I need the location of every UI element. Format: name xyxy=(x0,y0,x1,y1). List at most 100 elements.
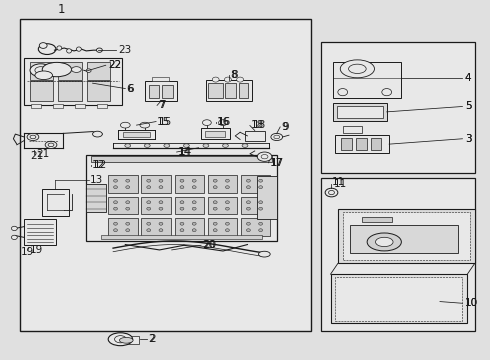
Bar xyxy=(86,155,277,241)
Ellipse shape xyxy=(242,144,248,147)
Ellipse shape xyxy=(225,207,229,210)
Ellipse shape xyxy=(114,179,118,182)
Bar xyxy=(239,83,248,98)
Bar xyxy=(58,62,82,80)
Ellipse shape xyxy=(147,201,151,204)
Text: 16: 16 xyxy=(218,117,231,127)
Ellipse shape xyxy=(114,222,118,225)
Bar xyxy=(362,216,392,222)
Ellipse shape xyxy=(159,207,163,210)
Ellipse shape xyxy=(329,190,334,195)
Ellipse shape xyxy=(213,201,217,204)
Bar xyxy=(152,77,169,81)
Ellipse shape xyxy=(147,179,151,182)
Ellipse shape xyxy=(246,207,250,210)
Ellipse shape xyxy=(159,201,163,204)
Ellipse shape xyxy=(202,120,211,126)
Text: 7: 7 xyxy=(159,100,166,111)
Ellipse shape xyxy=(213,179,217,182)
Bar xyxy=(245,131,265,141)
Bar xyxy=(335,135,389,153)
Ellipse shape xyxy=(45,141,57,148)
Text: 2: 2 xyxy=(149,334,155,344)
Bar xyxy=(343,212,470,260)
Bar xyxy=(30,81,53,101)
Ellipse shape xyxy=(203,144,209,147)
Text: 17: 17 xyxy=(270,158,283,168)
Ellipse shape xyxy=(159,222,163,225)
Ellipse shape xyxy=(257,152,272,161)
Text: 14: 14 xyxy=(177,147,191,157)
Ellipse shape xyxy=(192,229,196,231)
Ellipse shape xyxy=(114,201,118,204)
Ellipse shape xyxy=(39,42,47,48)
Ellipse shape xyxy=(225,186,229,189)
Ellipse shape xyxy=(213,186,217,189)
Text: 19: 19 xyxy=(30,245,43,255)
Bar xyxy=(24,58,122,105)
Bar xyxy=(87,81,110,101)
Ellipse shape xyxy=(213,207,217,210)
Ellipse shape xyxy=(72,67,81,72)
Bar xyxy=(174,219,204,235)
Bar xyxy=(341,138,352,150)
Ellipse shape xyxy=(375,237,393,247)
Bar xyxy=(321,178,475,330)
Ellipse shape xyxy=(192,222,196,225)
Ellipse shape xyxy=(338,89,347,96)
Ellipse shape xyxy=(213,222,217,225)
Text: 10: 10 xyxy=(465,298,478,308)
Ellipse shape xyxy=(159,186,163,189)
Bar xyxy=(208,83,223,98)
Text: 4: 4 xyxy=(465,73,471,83)
Ellipse shape xyxy=(126,229,130,231)
Bar xyxy=(241,219,270,235)
Text: 17: 17 xyxy=(271,158,284,168)
Text: 8: 8 xyxy=(230,70,237,80)
Ellipse shape xyxy=(27,134,39,140)
Ellipse shape xyxy=(57,46,62,50)
Ellipse shape xyxy=(180,179,184,182)
Ellipse shape xyxy=(259,207,263,210)
Text: 20: 20 xyxy=(203,240,217,250)
Ellipse shape xyxy=(147,186,151,189)
Bar xyxy=(333,62,401,98)
Ellipse shape xyxy=(259,229,263,231)
Ellipse shape xyxy=(121,122,130,128)
Bar xyxy=(101,235,262,239)
Ellipse shape xyxy=(67,49,72,53)
Ellipse shape xyxy=(340,60,374,78)
Text: 13: 13 xyxy=(90,175,103,185)
Bar xyxy=(124,336,139,344)
Bar xyxy=(91,156,272,162)
Bar xyxy=(31,104,41,108)
Bar xyxy=(162,85,172,98)
Ellipse shape xyxy=(108,333,133,346)
Text: 12: 12 xyxy=(92,160,105,170)
Ellipse shape xyxy=(126,222,130,225)
Bar xyxy=(208,219,237,235)
Bar xyxy=(30,62,53,80)
Ellipse shape xyxy=(114,186,118,189)
Ellipse shape xyxy=(30,135,36,139)
Ellipse shape xyxy=(271,134,283,140)
Bar xyxy=(108,197,138,214)
Text: 18: 18 xyxy=(251,121,264,130)
Text: 18: 18 xyxy=(252,121,266,130)
Ellipse shape xyxy=(147,229,151,231)
Bar xyxy=(87,62,110,80)
Bar xyxy=(337,106,383,118)
Text: 9: 9 xyxy=(282,122,288,132)
Ellipse shape xyxy=(246,179,250,182)
Text: 9: 9 xyxy=(283,122,289,132)
Bar xyxy=(174,175,204,193)
Ellipse shape xyxy=(225,201,229,204)
Bar xyxy=(350,225,458,253)
Ellipse shape xyxy=(120,337,133,343)
Text: 22: 22 xyxy=(108,60,122,70)
Ellipse shape xyxy=(180,229,184,231)
Bar xyxy=(123,132,150,137)
Bar xyxy=(338,209,475,264)
Bar xyxy=(241,175,270,193)
Ellipse shape xyxy=(76,47,81,51)
